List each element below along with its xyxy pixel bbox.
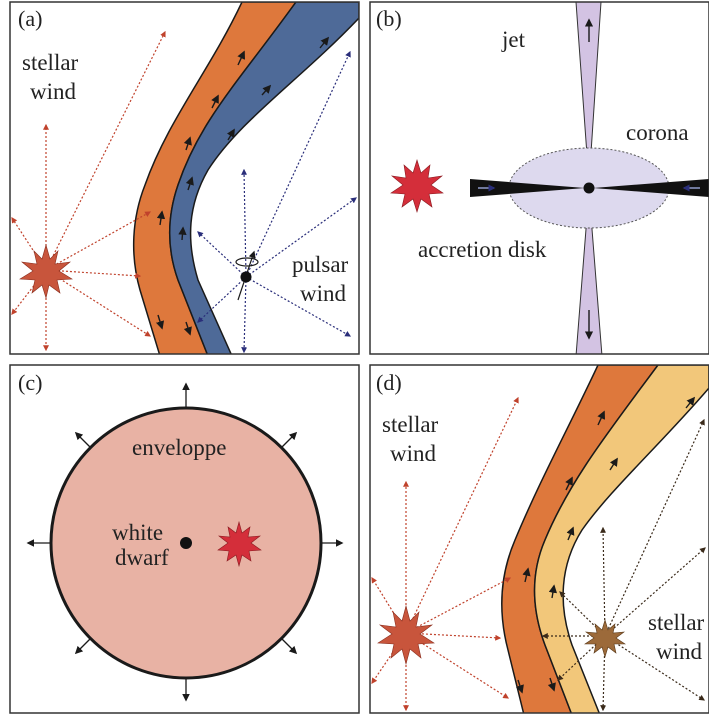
pulsar-wind-label-line2: wind (300, 281, 347, 306)
jet-up (575, 2, 602, 184)
stellar-wind-right-label-line1: stellar (648, 610, 705, 635)
stellar-wind-right-label-line2: wind (656, 639, 703, 664)
white-dwarf-dot (180, 537, 192, 549)
panel-tag-d: (d) (376, 370, 402, 395)
panel-d: (d) stellar wind stellar wind (371, 365, 709, 713)
corona-label: corona (626, 120, 689, 145)
envelope-label: enveloppe (132, 435, 227, 460)
shock-band-blue (169, 2, 359, 354)
accretion-disk-label: accretion disk (418, 237, 547, 262)
panel-frame-c (9, 364, 360, 714)
panel-a: (a) stellar wind pulsar wind (11, 2, 359, 354)
stellar-wind-left-label-line1: stellar (382, 412, 439, 437)
compact-object (583, 182, 595, 194)
flow-arrows-d (515, 396, 696, 694)
panel-tag-c: (c) (18, 370, 42, 395)
pulsar-wind-label-line1: pulsar (292, 252, 349, 277)
panel-frame-a (9, 1, 360, 355)
accretion-disk-right (593, 179, 709, 197)
panel-b: (b) jet corona accretion disk (376, 2, 709, 354)
stellar-wind-left-label-line2: wind (390, 441, 437, 466)
white-dwarf-label-line1: white (112, 520, 163, 545)
pulsar-wind-arrows (197, 50, 357, 354)
star-icon (217, 520, 262, 568)
star-icon (377, 604, 435, 666)
panel-tag-a: (a) (18, 6, 42, 31)
panel-frame-d (369, 364, 709, 714)
panel-tag-b: (b) (376, 6, 402, 31)
panel-frame-b (369, 1, 709, 355)
stellar-wind-label-line1: stellar (22, 50, 79, 75)
stellar-wind-label-line2: wind (30, 79, 77, 104)
star-icon (390, 158, 444, 214)
accretion-disk-left (470, 179, 585, 197)
jet-down (575, 190, 603, 354)
panel-c: (c) enveloppe white dwarf (18, 370, 344, 702)
star-icon (584, 618, 626, 659)
flow-arrows-a (156, 36, 330, 336)
star-icon (19, 243, 73, 300)
pulsar-icon (235, 250, 259, 301)
jet-label: jet (501, 27, 526, 52)
white-dwarf-label-line2: dwarf (115, 545, 169, 570)
envelope-expansion-arrows (26, 382, 344, 702)
